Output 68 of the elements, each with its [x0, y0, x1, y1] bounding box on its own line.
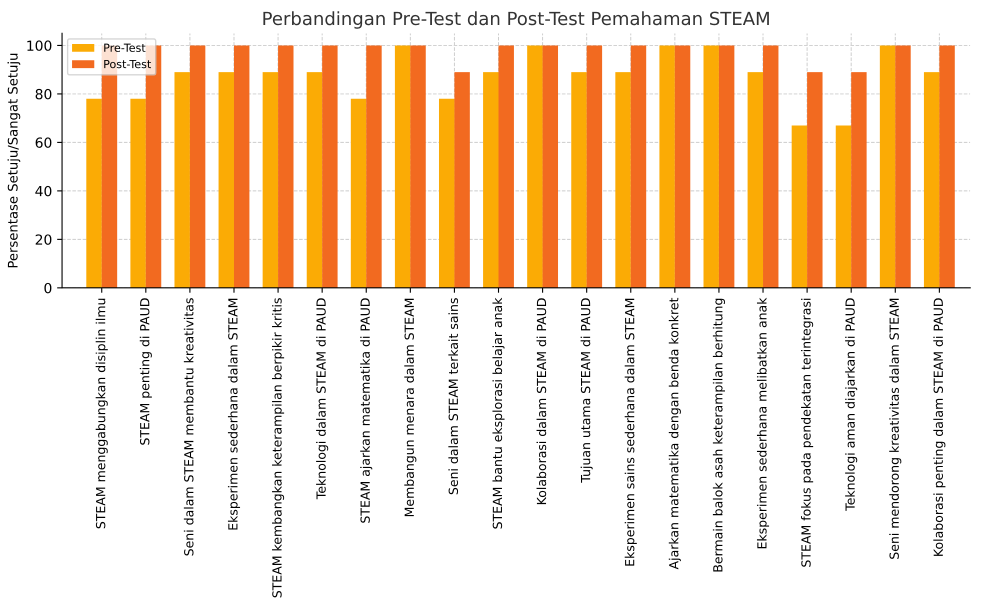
x-tick-label: STEAM ajarkan matematika di PAUD — [360, 298, 372, 523]
y-tick-label: 80 — [36, 88, 52, 100]
bar — [483, 72, 499, 288]
bar — [438, 98, 454, 288]
bar — [880, 45, 896, 288]
x-tick-label: Seni dalam STEAM terkait sains — [448, 298, 458, 494]
bar — [86, 98, 102, 288]
x-tick-label: Kolaborasi penting dalam STEAM di PAUD — [933, 298, 946, 556]
x-tick-label: Tujuan utama STEAM di PAUD — [580, 298, 593, 483]
bar — [322, 45, 338, 288]
y-tick-label: 40 — [35, 186, 52, 196]
bar — [748, 72, 764, 288]
bar — [924, 72, 940, 288]
x-tick-label: Seni mendorong kreativitas dalam STEAM — [889, 298, 902, 559]
bar — [454, 72, 470, 288]
x-tick-label: Membangun menara dalam STEAM — [404, 298, 416, 516]
chart-title: Perbandingan Pre-Test dan Post-Test Pemahaman STEAM — [263, 11, 769, 29]
bar — [704, 45, 719, 288]
bar — [895, 45, 911, 288]
bar — [571, 72, 587, 288]
bar — [498, 45, 514, 288]
bar — [939, 45, 955, 288]
bar — [851, 72, 867, 288]
bar — [527, 45, 543, 288]
x-tick-label: Teknologi aman diajarkan di PAUD — [845, 298, 858, 511]
y-tick-label: 60 — [36, 137, 52, 148]
bar — [836, 125, 852, 288]
y-axis-title: Persentase Setuju/Sangat Setuju — [7, 54, 20, 268]
y-tick-label: 100 — [27, 40, 52, 51]
bar — [366, 45, 382, 288]
x-tick-label: STEAM bantu eksplorasi belajar anak — [492, 298, 505, 529]
x-tick-label: STEAM fokus pada pendekatan terintegrasi — [801, 298, 814, 567]
x-tick-label: Kolaborasi dalam STEAM di PAUD — [536, 298, 546, 504]
bar — [306, 72, 322, 288]
x-tick-label: Eksperimen sederhana dalam STEAM — [228, 298, 240, 530]
x-tick-label: Bermain balok asah keterampilan berhitung — [712, 298, 725, 572]
bar — [218, 72, 234, 288]
bar — [586, 45, 602, 288]
bar — [394, 45, 410, 288]
bar — [234, 45, 250, 288]
bar — [615, 72, 631, 288]
x-tick-label: Eksperimen sederhana melibatkan anak — [756, 298, 770, 548]
bar — [190, 45, 206, 288]
y-tick-label: 0 — [44, 282, 52, 294]
x-tick-label: Ajarkan matematika dengan benda konkret — [668, 298, 681, 570]
bar — [410, 45, 426, 288]
bar — [278, 45, 294, 288]
legend-label: Post-Test — [104, 60, 152, 68]
y-tick-label: 20 — [36, 234, 52, 245]
bar — [174, 72, 190, 288]
bar — [807, 72, 823, 288]
bar — [763, 45, 778, 288]
bar — [130, 98, 146, 288]
bar — [674, 45, 690, 288]
bar — [630, 45, 646, 288]
x-tick-label: Teknologi dalam STEAM di PAUD — [316, 298, 328, 500]
bar — [542, 45, 558, 288]
bar — [659, 45, 675, 288]
x-tick-label: STEAM kembangkan keterampilan berpikir kritis — [272, 298, 284, 598]
bar — [792, 125, 808, 288]
x-tick-label: STEAM penting di PAUD — [140, 298, 152, 445]
bar — [350, 98, 366, 288]
x-tick-label: Eksperimen sains sederhana dalam STEAM — [624, 298, 637, 566]
x-tick-label: STEAM menggabungkan disiplin ilmu — [96, 298, 108, 528]
legend-label: Pre-Test — [104, 44, 146, 52]
bar — [718, 45, 734, 288]
x-tick-label: Seni dalam STEAM membantu kreativitas — [184, 298, 194, 556]
bar — [262, 72, 278, 288]
